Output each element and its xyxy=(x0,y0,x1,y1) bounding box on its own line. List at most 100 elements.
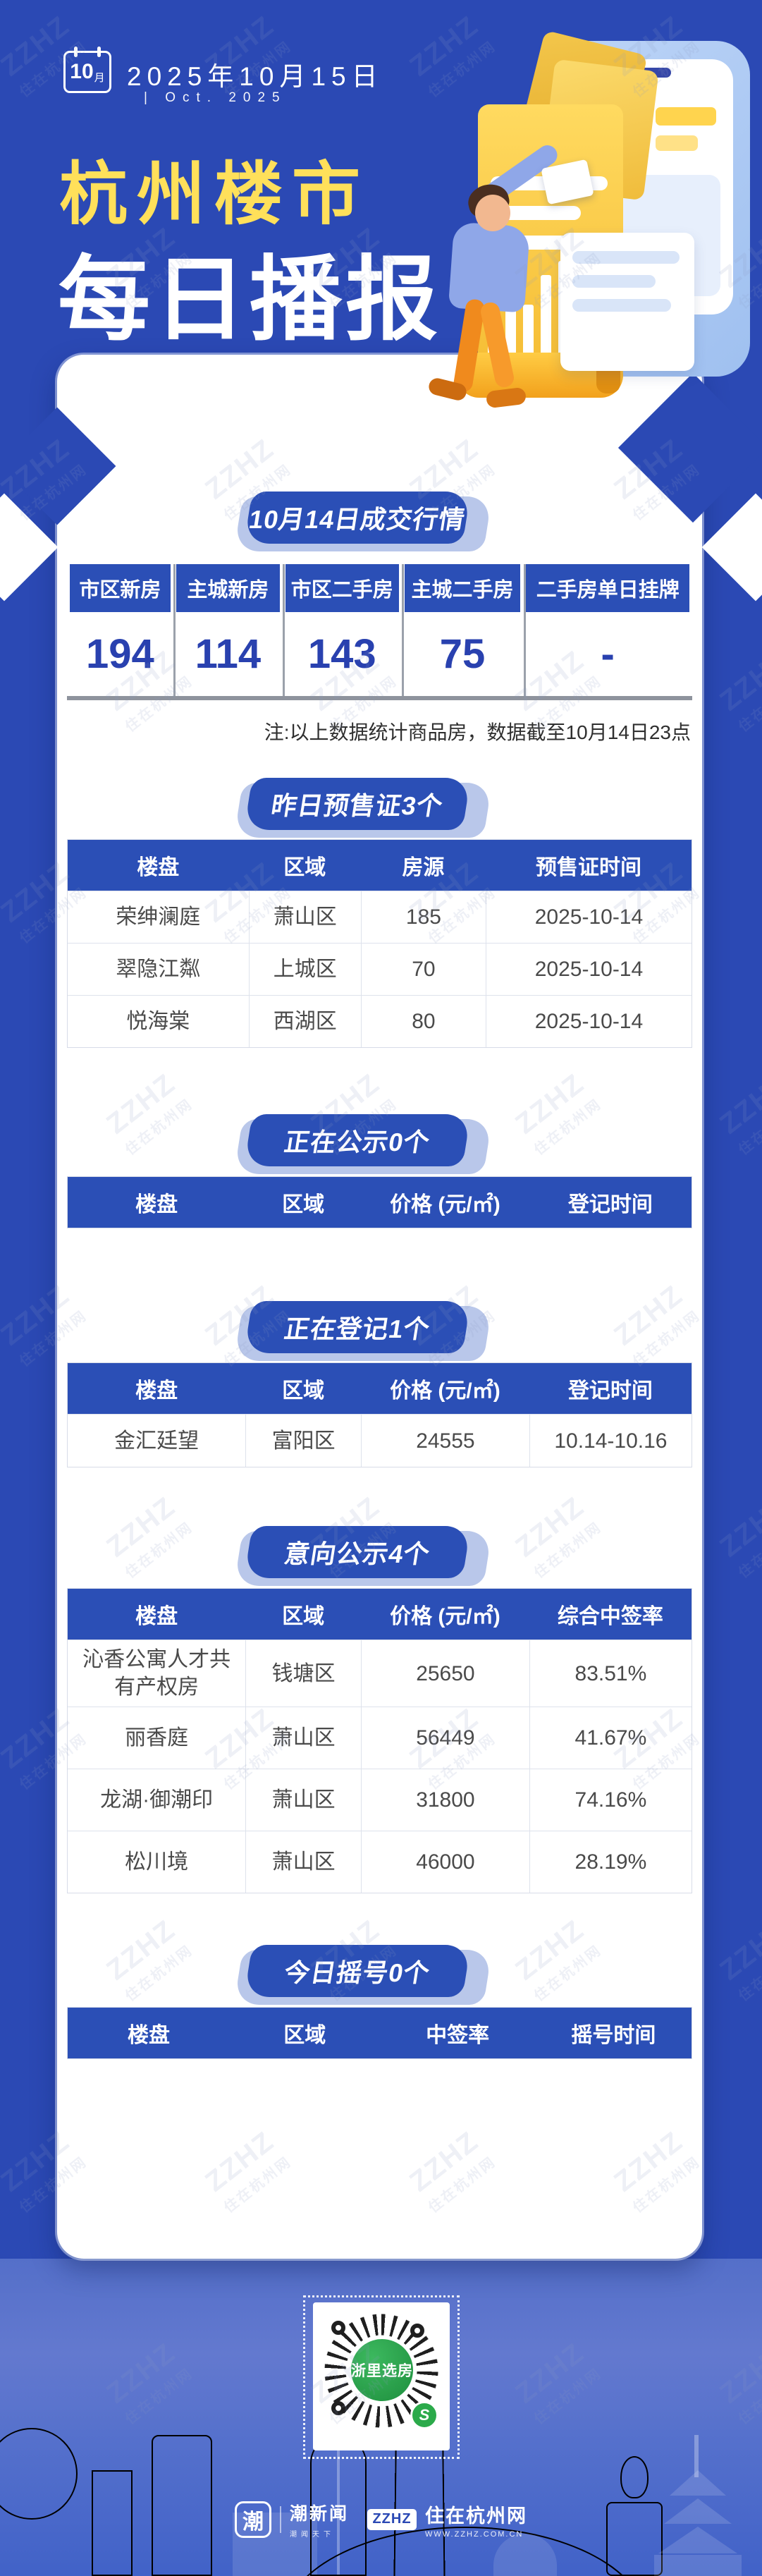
date-english: | Oct. 2025 xyxy=(144,90,287,105)
data-note: 注:以上数据统计商品房，数据截至10月14日23点 xyxy=(264,721,691,743)
banner-title: 正在公示0个 xyxy=(244,1114,471,1166)
section-banner-market: 10月14日成交行情 xyxy=(233,492,493,551)
column-header: 楼盘 xyxy=(135,1379,178,1403)
header: 10 月 2025年10月15日 | Oct. 2025 杭州楼市 每日播报 xyxy=(0,0,762,408)
table-cell: 萧山区 xyxy=(245,1769,361,1831)
calendar-month-unit: 月 xyxy=(94,72,105,84)
banner-title: 10月14日成交行情 xyxy=(244,492,471,544)
tower-spire xyxy=(337,2364,340,2576)
date-text: 2025年10月15日 xyxy=(127,62,383,91)
column-header: 区域 xyxy=(283,2024,326,2047)
ferris-wheel-outline xyxy=(0,2428,78,2520)
table-header-row: 楼盘 区域 中签率 摇号时间 xyxy=(68,2008,692,2058)
banner-title: 正在登记1个 xyxy=(244,1301,471,1353)
table-cell: 金汇廷望 xyxy=(114,1429,199,1453)
logo-divider xyxy=(279,2505,281,2533)
page-title-line2: 每日播报 xyxy=(58,248,442,351)
market-value: - xyxy=(601,631,615,677)
calendar-month-number: 10 xyxy=(70,60,94,83)
zzhz-site-url: WWW.ZZHZ.COM.CN xyxy=(425,2529,524,2539)
table-cell: 28.19% xyxy=(529,1831,692,1893)
column-header: 市区二手房 xyxy=(285,564,399,612)
banner-title: 今日摇号0个 xyxy=(244,1945,471,1997)
table-cell: 24555 xyxy=(360,1415,529,1467)
qr-eye xyxy=(410,2324,424,2338)
column-header: 区域 xyxy=(282,1605,325,1628)
section-banner-publicity: 正在公示0个 xyxy=(233,1114,493,1174)
table-cell: 25650 xyxy=(360,1640,529,1707)
column-header: 区域 xyxy=(282,1193,325,1216)
section-banner-intention: 意向公示4个 xyxy=(233,1526,493,1586)
table-cell: 56449 xyxy=(360,1707,529,1769)
section-banner-lottery: 今日摇号0个 xyxy=(233,1945,493,2005)
column-header: 二手房单日挂牌 xyxy=(526,564,689,612)
table-cell: 丽香庭 xyxy=(125,1726,189,1750)
table-row: 金汇廷望 富阳区 24555 10.14-10.16 xyxy=(68,1414,692,1467)
table-cell: 龙湖·御潮印 xyxy=(100,1788,214,1812)
publicity-table: 楼盘 区域 价格 (元/㎡) 登记时间 xyxy=(67,1176,692,1228)
building-silhouette xyxy=(233,2513,317,2576)
column-header: 区域 xyxy=(283,856,326,879)
pagoda-base xyxy=(654,2555,742,2576)
table-cell: 上城区 xyxy=(248,944,361,995)
table-row: 松川境 萧山区 46000 28.19% xyxy=(68,1831,692,1893)
table-row: 悦海棠 西湖区 80 2025-10-14 xyxy=(68,995,692,1047)
qr-dashed-frame xyxy=(303,2295,460,2459)
zzhz-site-name: 住在杭州网 xyxy=(425,2505,527,2527)
column-header: 登记时间 xyxy=(567,1379,653,1403)
market-value: 194 xyxy=(86,631,154,677)
table-row: 翠隐江粼 上城区 70 2025-10-14 xyxy=(68,943,692,995)
market-value: 143 xyxy=(307,631,376,677)
column-divider xyxy=(283,564,285,696)
corner-decoration xyxy=(701,493,762,602)
banner-title: 昨日预售证3个 xyxy=(244,778,471,830)
calendar-icon: 10 月 xyxy=(63,47,111,93)
registering-table: 楼盘 区域 价格 (元/㎡) 登记时间 金汇廷望 富阳区 24555 10.14-10.16 xyxy=(67,1362,692,1467)
table-row: 龙湖·御潮印 萧山区 31800 74.16% xyxy=(68,1769,692,1831)
column-header: 主城二手房 xyxy=(404,564,521,612)
market-table-header: 市区新房 主城新房 市区二手房 主城二手房 二手房单日挂牌 xyxy=(67,564,692,612)
wechat-miniprogram-icon: S xyxy=(410,2401,438,2429)
column-divider xyxy=(523,564,526,696)
column-header: 价格 (元/㎡) xyxy=(390,1605,500,1628)
column-header: 楼盘 xyxy=(135,1605,178,1628)
table-cell: 31800 xyxy=(360,1769,529,1831)
table-cell: 74.16% xyxy=(529,1769,692,1831)
gourd-tower-outline xyxy=(620,2456,649,2498)
chao-news-name: 潮新闻 xyxy=(289,2504,349,2524)
table-cell: 萧山区 xyxy=(248,891,361,943)
table-cell: 钱塘区 xyxy=(245,1640,361,1707)
table-cell: 荣绅澜庭 xyxy=(116,905,201,929)
column-header: 价格 (元/㎡) xyxy=(390,1379,500,1403)
gourd-tower-base xyxy=(606,2502,663,2576)
qr-eye xyxy=(331,2401,345,2415)
table-header-row: 楼盘 区域 价格 (元/㎡) 登记时间 xyxy=(68,1363,692,1414)
column-header: 楼盘 xyxy=(128,2024,171,2047)
column-header: 楼盘 xyxy=(137,856,180,879)
table-cell: 10.14-10.16 xyxy=(529,1415,692,1467)
table-cell: 46000 xyxy=(360,1831,529,1893)
table-cell: 80 xyxy=(360,996,486,1047)
calendar-pin xyxy=(74,47,78,57)
table-header-row: 楼盘 区域 价格 (元/㎡) 综合中签率 xyxy=(68,1589,692,1640)
content-card: 10月14日成交行情 市区新房 主城新房 市区二手房 主城二手房 二手房单日挂牌… xyxy=(57,355,702,2259)
table-cell: 萧山区 xyxy=(245,1831,361,1893)
intention-table: 楼盘 区域 价格 (元/㎡) 综合中签率 沁香公寓人才共有产权房 钱塘区 25650 83.5… xyxy=(67,1588,692,1893)
building-outline xyxy=(92,2470,133,2576)
column-header: 登记时间 xyxy=(567,1193,653,1216)
table-header-row: 楼盘 区域 价格 (元/㎡) 登记时间 xyxy=(68,1177,692,1228)
section-banner-registering: 正在登记1个 xyxy=(233,1301,493,1361)
column-divider xyxy=(401,564,404,696)
market-table-values: 194 114 143 75 - xyxy=(67,612,692,696)
market-value: 114 xyxy=(195,631,262,677)
table-cell: 悦海棠 xyxy=(126,1010,190,1033)
column-header: 主城新房 xyxy=(176,564,280,612)
qr-code-card: 浙里选房 S xyxy=(313,2302,450,2450)
chao-icon: 潮 xyxy=(234,2501,271,2538)
table-header-row: 楼盘 区域 房源 预售证时间 xyxy=(68,840,692,891)
presale-table: 楼盘 区域 房源 预售证时间 荣绅澜庭 萧山区 185 2025-10-14 翠隐江粼 上城区 70… xyxy=(67,839,692,1048)
table-row: 荣绅澜庭 萧山区 185 2025-10-14 xyxy=(68,891,692,943)
building-outline xyxy=(152,2435,212,2576)
chao-news-logo: 潮 潮新闻 潮闻天下 xyxy=(234,2500,349,2539)
